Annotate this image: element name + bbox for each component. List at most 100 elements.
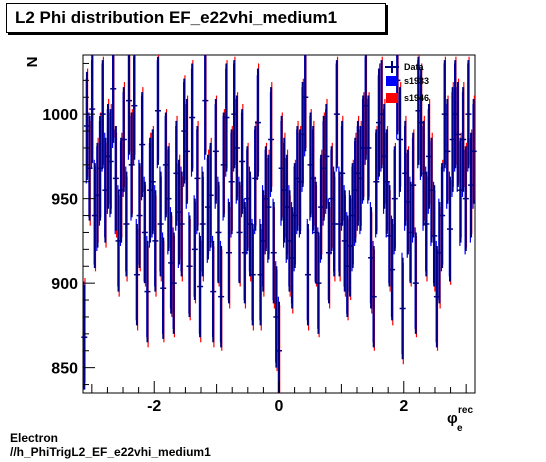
data-point-58 (233, 95, 240, 201)
data-point-29 (157, 171, 164, 277)
data-point-21 (136, 163, 143, 268)
chart-title: L2 Phi distribution EF_e22vhi_medium1 (6, 3, 386, 33)
legend-entry-data: Data (385, 61, 425, 73)
data-point-19 (131, 55, 138, 160)
x-axis-title-sup: rec (458, 405, 473, 416)
data-point-42 (191, 198, 198, 301)
data-point-26 (149, 129, 156, 235)
data-point-45 (199, 171, 206, 277)
data-point-70 (265, 154, 272, 260)
data-point-61 (241, 202, 248, 304)
footer: Electron //h_PhiTrigL2_EF_e22vhi_medium1 (10, 431, 211, 459)
data-point-44 (197, 235, 204, 338)
data-point-52 (218, 245, 225, 348)
data-point-55 (226, 202, 233, 304)
data-point-87 (310, 125, 317, 231)
data-point-15 (120, 87, 127, 192)
data-point-146 (465, 60, 472, 169)
data-point-3 (89, 55, 96, 164)
data-point-49 (210, 240, 217, 343)
data-point-60 (239, 109, 246, 214)
data-point-2 (86, 115, 93, 221)
data-point-144 (460, 87, 467, 192)
x-axis-title: φ (447, 410, 458, 427)
data-point-126 (412, 232, 419, 334)
data-point-11 (110, 55, 117, 143)
legend-entry-s1933: s1933 (386, 76, 429, 86)
legend-label-s1946: s1946 (404, 93, 429, 103)
data-point-65 (252, 125, 259, 231)
data-point-98 (339, 120, 346, 226)
data-point-22 (139, 92, 146, 197)
data-point-130 (423, 171, 430, 277)
data-point-32 (165, 146, 172, 252)
data-point-115 (383, 129, 390, 235)
data-point-10 (107, 109, 114, 214)
data-point-108 (365, 95, 372, 201)
data-point-37 (178, 171, 185, 277)
data-point-41 (189, 63, 196, 172)
x-tick-label: 0 (275, 398, 284, 415)
data-point-48 (207, 142, 214, 248)
data-point-50 (212, 98, 219, 204)
data-point-64 (249, 224, 256, 326)
data-point-54 (223, 63, 230, 172)
data-point-20 (133, 224, 140, 326)
x-tick-label: 2 (399, 398, 408, 415)
data-point-18 (128, 112, 135, 218)
data-point-136 (439, 163, 446, 268)
data-point-12 (112, 125, 119, 231)
data-point-0 (81, 284, 88, 390)
footer-histogram-path: //h_PhiTrigL2_EF_e22vhi_medium1 (10, 445, 211, 459)
data-point-85 (304, 224, 311, 326)
y-tick-label: 950 (51, 192, 78, 209)
data-point-28 (154, 56, 161, 165)
y-tick-label: 850 (51, 361, 78, 378)
data-point-40 (186, 215, 193, 317)
data-point-46 (202, 55, 209, 155)
data-points (81, 55, 477, 393)
data-point-117 (389, 218, 396, 321)
data-point-148 (470, 98, 477, 204)
data-point-72 (270, 202, 277, 304)
data-point-120 (397, 87, 404, 192)
data-point-30 (160, 237, 167, 339)
data-point-23 (141, 181, 148, 284)
legend-label-data: Data (404, 62, 425, 72)
data-point-110 (370, 245, 377, 348)
data-point-84 (302, 55, 309, 152)
data-point-74 (276, 301, 282, 393)
data-point-95 (331, 171, 338, 277)
data-point-39 (183, 98, 190, 204)
data-point-59 (236, 181, 243, 284)
data-point-133 (431, 185, 438, 287)
data-point-27 (152, 190, 159, 292)
data-point-96 (333, 60, 340, 169)
data-point-89 (315, 232, 322, 334)
data-point-71 (268, 87, 275, 192)
data-point-34 (170, 232, 177, 334)
axes: 850 900 950 1000 -2 0 2 (42, 62, 467, 415)
x-tick-label: -2 (147, 398, 161, 415)
x-axis-title-sub: e (457, 423, 463, 434)
data-point-118 (391, 146, 398, 252)
legend-entry-s1946: s1946 (386, 93, 429, 103)
data-point-16 (123, 171, 130, 277)
data-point-93 (325, 202, 332, 304)
data-point-142 (454, 82, 461, 187)
legend-label-s1933: s1933 (404, 76, 429, 86)
data-point-111 (373, 129, 380, 235)
data-point-145 (462, 146, 469, 252)
legend: Data s1933 s1946 (385, 61, 429, 103)
data-point-121 (399, 257, 406, 360)
data-point-125 (410, 132, 417, 238)
data-point-56 (228, 129, 235, 235)
data-point-7 (99, 60, 106, 169)
data-point-43 (194, 125, 201, 231)
data-point-51 (215, 181, 222, 284)
data-point-66 (254, 68, 261, 177)
footer-category: Electron (10, 431, 59, 445)
y-tick-label: 1000 (42, 107, 78, 124)
data-point-138 (444, 98, 451, 204)
